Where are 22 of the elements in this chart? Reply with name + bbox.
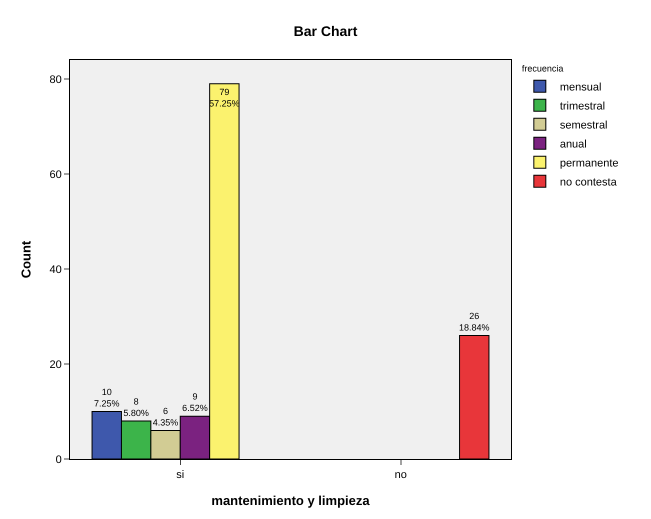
y-tick-label: 40 xyxy=(50,264,62,276)
data-label: 26 18.84% xyxy=(458,310,490,332)
legend-title: frecuencia xyxy=(522,64,564,74)
legend-label: semestral xyxy=(560,119,608,132)
data-label: 10 7.25% xyxy=(94,386,120,408)
legend-label: mensual xyxy=(560,81,602,94)
legend-label: permanente xyxy=(560,157,619,170)
legend-label: no contesta xyxy=(560,176,618,188)
x-tick-label: si xyxy=(176,469,184,482)
x-tick-label: no xyxy=(394,469,407,482)
y-axis-title: Count xyxy=(18,240,34,278)
y-tick-label: 0 xyxy=(56,454,62,466)
data-label: 8 5.80% xyxy=(123,396,149,418)
legend-label: anual xyxy=(560,138,587,150)
y-tick-label: 60 xyxy=(50,168,62,181)
legend-label: trimestral xyxy=(560,100,606,112)
chart-title: Bar Chart xyxy=(294,22,358,39)
data-label: 9 6.52% xyxy=(182,392,208,414)
y-tick-label: 20 xyxy=(50,358,62,371)
data-label: 6 4.35% xyxy=(152,406,178,428)
x-axis-title: mantenimiento y limpieza xyxy=(211,492,370,508)
y-tick-label: 80 xyxy=(50,74,62,86)
